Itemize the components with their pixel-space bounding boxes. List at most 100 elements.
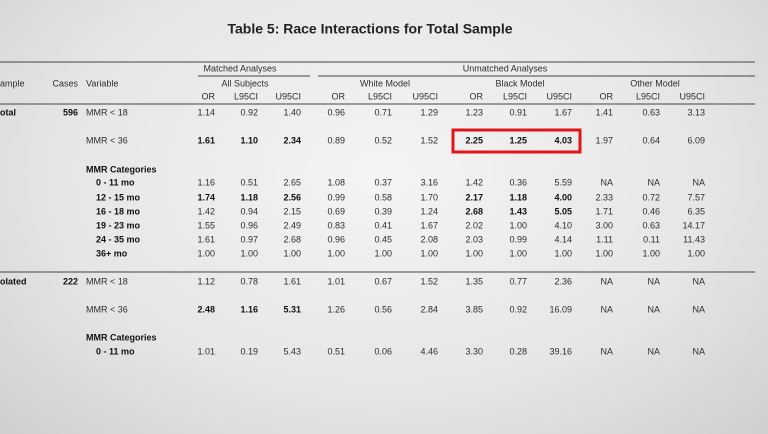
- table-cell: 0.72: [642, 192, 660, 202]
- table-cell: 2.49: [283, 220, 301, 230]
- table-cell: 0.97: [240, 234, 258, 244]
- table-cell: 4.00: [554, 192, 572, 202]
- table-cell: NA: [692, 177, 705, 187]
- variable-label: 12 - 15 mo: [96, 192, 141, 202]
- table-cell: 0.19: [240, 346, 258, 356]
- table-cell: 1.00: [509, 220, 527, 230]
- model-header: Other Model: [630, 78, 680, 88]
- table-cell: 1.52: [420, 276, 438, 286]
- table-cell: 0.51: [327, 346, 345, 356]
- table-cell: 1.00: [554, 248, 572, 258]
- cases-cell: 596: [63, 107, 78, 117]
- table-cell: 5.31: [283, 304, 301, 314]
- table-cell: NA: [647, 276, 660, 286]
- table-cell: 0.78: [240, 276, 258, 286]
- table-cell: 0.96: [240, 220, 258, 230]
- table-cell: 3.16: [420, 177, 438, 187]
- variable-label: 0 - 11 mo: [96, 346, 135, 356]
- table-cell: 2.68: [465, 206, 483, 216]
- table-cell: 3.13: [687, 107, 705, 117]
- column-header: ample: [0, 78, 25, 88]
- table-cell: 0.92: [240, 107, 258, 117]
- table-cell: 2.25: [465, 135, 483, 145]
- model-header: White Model: [360, 78, 410, 88]
- table-title: Table 5: Race Interactions for Total Sam…: [228, 21, 513, 37]
- table-cell: 3.30: [465, 346, 483, 356]
- table-cell: 2.84: [420, 304, 438, 314]
- table-cell: 0.63: [642, 107, 660, 117]
- table-cell: 1.16: [240, 304, 258, 314]
- table-cell: 1.71: [595, 206, 613, 216]
- table-cell: 1.00: [197, 248, 215, 258]
- table-cell: 1.70: [420, 192, 438, 202]
- table-cell: 0.96: [327, 107, 345, 117]
- table-cell: 3.85: [465, 304, 483, 314]
- table-cell: 4.14: [554, 234, 572, 244]
- table-cell: 0.99: [327, 192, 345, 202]
- table-cell: 0.91: [509, 107, 527, 117]
- table-cell: 0.45: [374, 234, 392, 244]
- table-cell: 1.00: [374, 248, 392, 258]
- table-cell: 1.10: [240, 135, 258, 145]
- table-cell: 2.33: [595, 192, 613, 202]
- table-cell: 1.18: [240, 192, 258, 202]
- table-cell: 0.92: [509, 304, 527, 314]
- table-cell: 0.96: [327, 234, 345, 244]
- table-cell: 6.35: [687, 206, 705, 216]
- table-cell: 1.01: [327, 276, 345, 286]
- variable-label: 16 - 18 mo: [96, 206, 141, 216]
- table-cell: 2.36: [554, 276, 572, 286]
- table-cell: 0.83: [327, 220, 345, 230]
- table-cell: NA: [692, 304, 705, 314]
- table-cell: NA: [600, 346, 613, 356]
- table-cell: 1.40: [283, 107, 301, 117]
- table-cell: 0.41: [374, 220, 392, 230]
- table-cell: 1.55: [197, 220, 215, 230]
- table-cell: 1.00: [240, 248, 258, 258]
- table-cell: 1.41: [595, 107, 613, 117]
- table-cell: 1.52: [420, 135, 438, 145]
- table-cell: NA: [600, 276, 613, 286]
- stat-header: OR: [470, 91, 484, 101]
- table-cell: NA: [692, 276, 705, 286]
- table-cell: 3.00: [595, 220, 613, 230]
- table-cell: 1.61: [197, 234, 215, 244]
- stat-header: U95CI: [412, 91, 438, 101]
- table-cell: 1.00: [687, 248, 705, 258]
- table-cell: 4.46: [420, 346, 438, 356]
- table-cell: 2.03: [465, 234, 483, 244]
- table-cell: 0.77: [509, 276, 527, 286]
- table-cell: 1.25: [509, 135, 527, 145]
- table-cell: 0.11: [643, 234, 660, 244]
- variable-label: MMR < 36: [86, 304, 128, 314]
- table-cell: 16.09: [549, 304, 572, 314]
- table-cell: 7.57: [687, 192, 705, 202]
- table-cell: 1.67: [554, 107, 572, 117]
- table-cell: 0.89: [327, 135, 345, 145]
- table-cell: 1.61: [283, 276, 301, 286]
- table-cell: 1.24: [420, 206, 438, 216]
- table-cell: 1.00: [327, 248, 345, 258]
- table-cell: 0.28: [509, 346, 527, 356]
- table-cell: 1.00: [283, 248, 301, 258]
- stat-header: L95CI: [503, 91, 527, 101]
- sample-label: olated: [0, 276, 27, 286]
- table-cell: 0.46: [642, 206, 660, 216]
- variable-label: MMR < 18: [86, 276, 128, 286]
- stat-header: L95CI: [234, 91, 258, 101]
- variable-label: 19 - 23 mo: [96, 220, 141, 230]
- variable-label: MMR < 36: [86, 135, 128, 145]
- stat-header: OR: [332, 91, 346, 101]
- table-cell: 1.00: [420, 248, 438, 258]
- model-header: All Subjects: [221, 78, 269, 88]
- table-cell: 1.00: [642, 248, 660, 258]
- stat-header: U95CI: [546, 91, 572, 101]
- table-cell: 1.67: [420, 220, 438, 230]
- table-cell: 0.67: [374, 276, 392, 286]
- table-cell: 1.42: [197, 206, 215, 216]
- table-cell: 2.02: [465, 220, 483, 230]
- table-cell: 1.16: [197, 177, 215, 187]
- table-cell: 2.56: [283, 192, 301, 202]
- table-cell: 11.43: [683, 234, 705, 244]
